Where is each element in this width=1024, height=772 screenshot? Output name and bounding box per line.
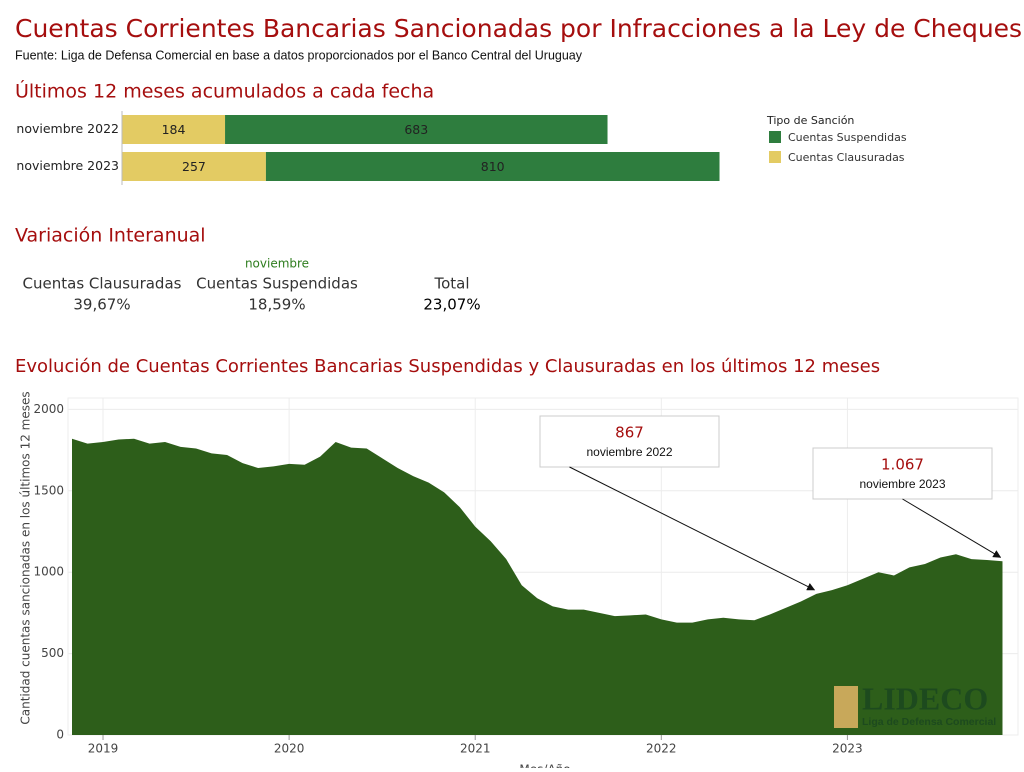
- kpi-title: Variación Interanual: [15, 225, 206, 247]
- data-label: 683: [404, 122, 428, 137]
- data-label: 184: [162, 122, 186, 137]
- title: Cuentas Corrientes Bancarias Sancionadas…: [15, 14, 1022, 43]
- legend-swatch: [769, 131, 781, 143]
- bar-segment: [122, 115, 226, 144]
- legend-title: Tipo de Sanción: [766, 114, 854, 127]
- y-axis-label: Cantidad cuentas sancionadas en los últi…: [19, 391, 33, 724]
- kpi-label: Cuentas Suspendidas: [196, 275, 358, 293]
- bar-segment: [122, 152, 266, 181]
- legend-label: Cuentas Clausuradas: [788, 151, 905, 164]
- kpi-period: noviembre: [245, 257, 309, 271]
- annotation-value: 1.067: [881, 456, 924, 474]
- logo-name: LIDECO: [862, 680, 988, 716]
- legend-label: Cuentas Suspendidas: [788, 131, 907, 144]
- annotation-label: noviembre 2022: [586, 445, 672, 459]
- x-tick-label: 2021: [460, 742, 491, 756]
- annotation-label: noviembre 2023: [859, 477, 945, 491]
- bar-segment: [265, 152, 720, 181]
- legend-swatch: [769, 151, 781, 163]
- kpi-value: 39,67%: [73, 296, 130, 314]
- y-tick-label: 1500: [33, 483, 64, 497]
- x-tick-label: 2023: [832, 742, 863, 756]
- y-tick-label: noviembre 2022: [16, 121, 119, 136]
- x-tick-label: 2019: [88, 742, 119, 756]
- y-tick-label: 500: [41, 646, 64, 660]
- y-tick-label: 2000: [33, 402, 64, 416]
- annotation-value: 867: [615, 424, 644, 442]
- data-label: 810: [481, 159, 505, 174]
- data-label: 257: [182, 159, 206, 174]
- y-tick-label: 0: [56, 728, 64, 742]
- logo-mark: [834, 686, 858, 728]
- annotation-arrow: [569, 466, 816, 591]
- kpi-label: Total: [433, 275, 469, 293]
- kpi-label: Cuentas Clausuradas: [23, 275, 182, 293]
- x-tick-label: 2020: [274, 742, 305, 756]
- bar-segment: [225, 115, 608, 144]
- logo-subtitle: Liga de Defensa Comercial: [862, 716, 996, 728]
- kpi-value: 23,07%: [423, 296, 480, 314]
- area-title: Evolución de Cuentas Corrientes Bancaria…: [15, 356, 880, 377]
- kpi-value: 18,59%: [248, 296, 305, 314]
- annotation-box: [539, 415, 720, 468]
- bar-title: Últimos 12 meses acumulados a cada fecha: [15, 79, 434, 103]
- x-tick-label: 2022: [646, 742, 677, 756]
- y-tick-label: 1000: [33, 565, 64, 579]
- source: Fuente: Liga de Defensa Comercial en bas…: [15, 48, 583, 62]
- y-tick-label: noviembre 2023: [16, 158, 119, 173]
- annotation-arrow: [902, 498, 1002, 558]
- area: [72, 438, 1003, 735]
- x-axis-label: Mes/Año: [519, 763, 570, 769]
